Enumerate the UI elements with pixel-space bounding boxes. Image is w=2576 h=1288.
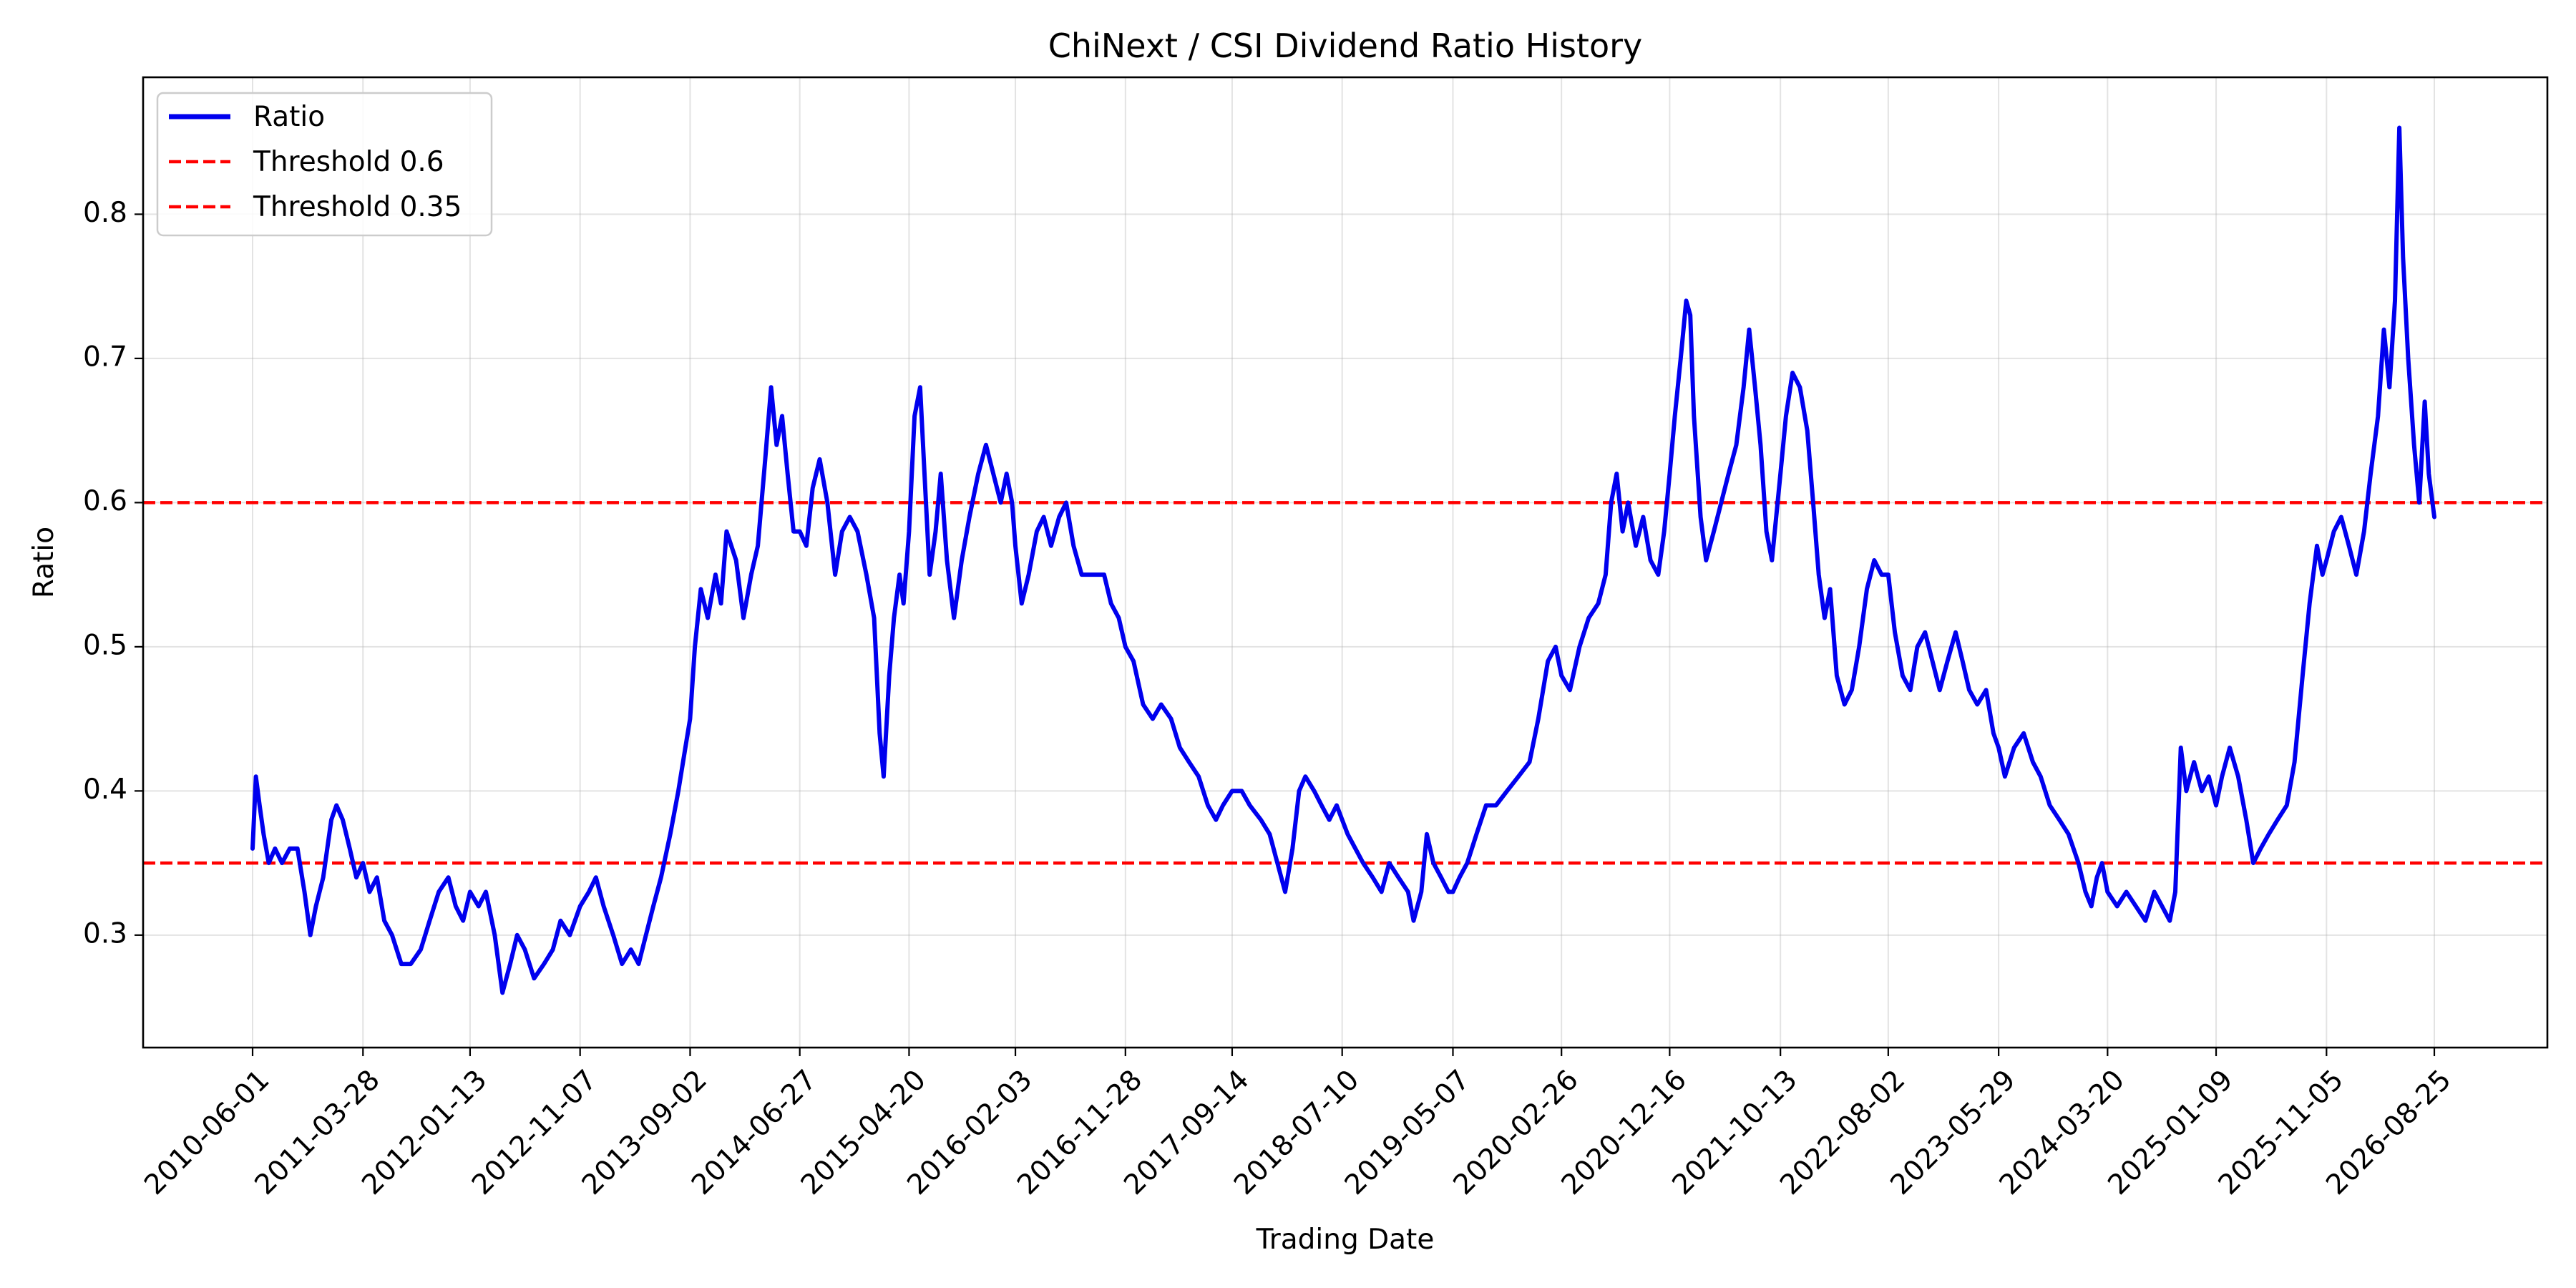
- legend: Ratio Threshold 0.6 Threshold 0.35: [156, 92, 493, 237]
- data-series: [250, 125, 2436, 995]
- threshold-lines: [143, 501, 2547, 865]
- y-axis-ticks: 0.3 0.4 0.5 0.6 0.7 0.8: [83, 197, 143, 950]
- x-axis-label: Trading Date: [1256, 1224, 1435, 1256]
- legend-box: [156, 92, 493, 237]
- y-tick-label: 0.3: [83, 917, 127, 950]
- y-tick-label: 0.8: [83, 197, 127, 229]
- y-tick-label: 0.7: [83, 341, 127, 373]
- ratio-series-line: [250, 125, 2436, 995]
- legend-label-threshold-0-35: Threshold 0.35: [253, 191, 462, 223]
- plot-area-frame: [142, 76, 2549, 1049]
- y-tick-label: 0.6: [83, 485, 127, 517]
- y-tick-label: 0.5: [83, 629, 127, 661]
- y-axis-label: Ratio: [28, 527, 60, 598]
- legend-label-ratio: Ratio: [253, 101, 325, 133]
- legend-label-threshold-0-6: Threshold 0.6: [253, 146, 444, 178]
- chart-title: ChiNext / CSI Dividend Ratio History: [1048, 26, 1643, 65]
- grid: [143, 77, 2547, 1048]
- y-tick-label: 0.4: [83, 774, 127, 806]
